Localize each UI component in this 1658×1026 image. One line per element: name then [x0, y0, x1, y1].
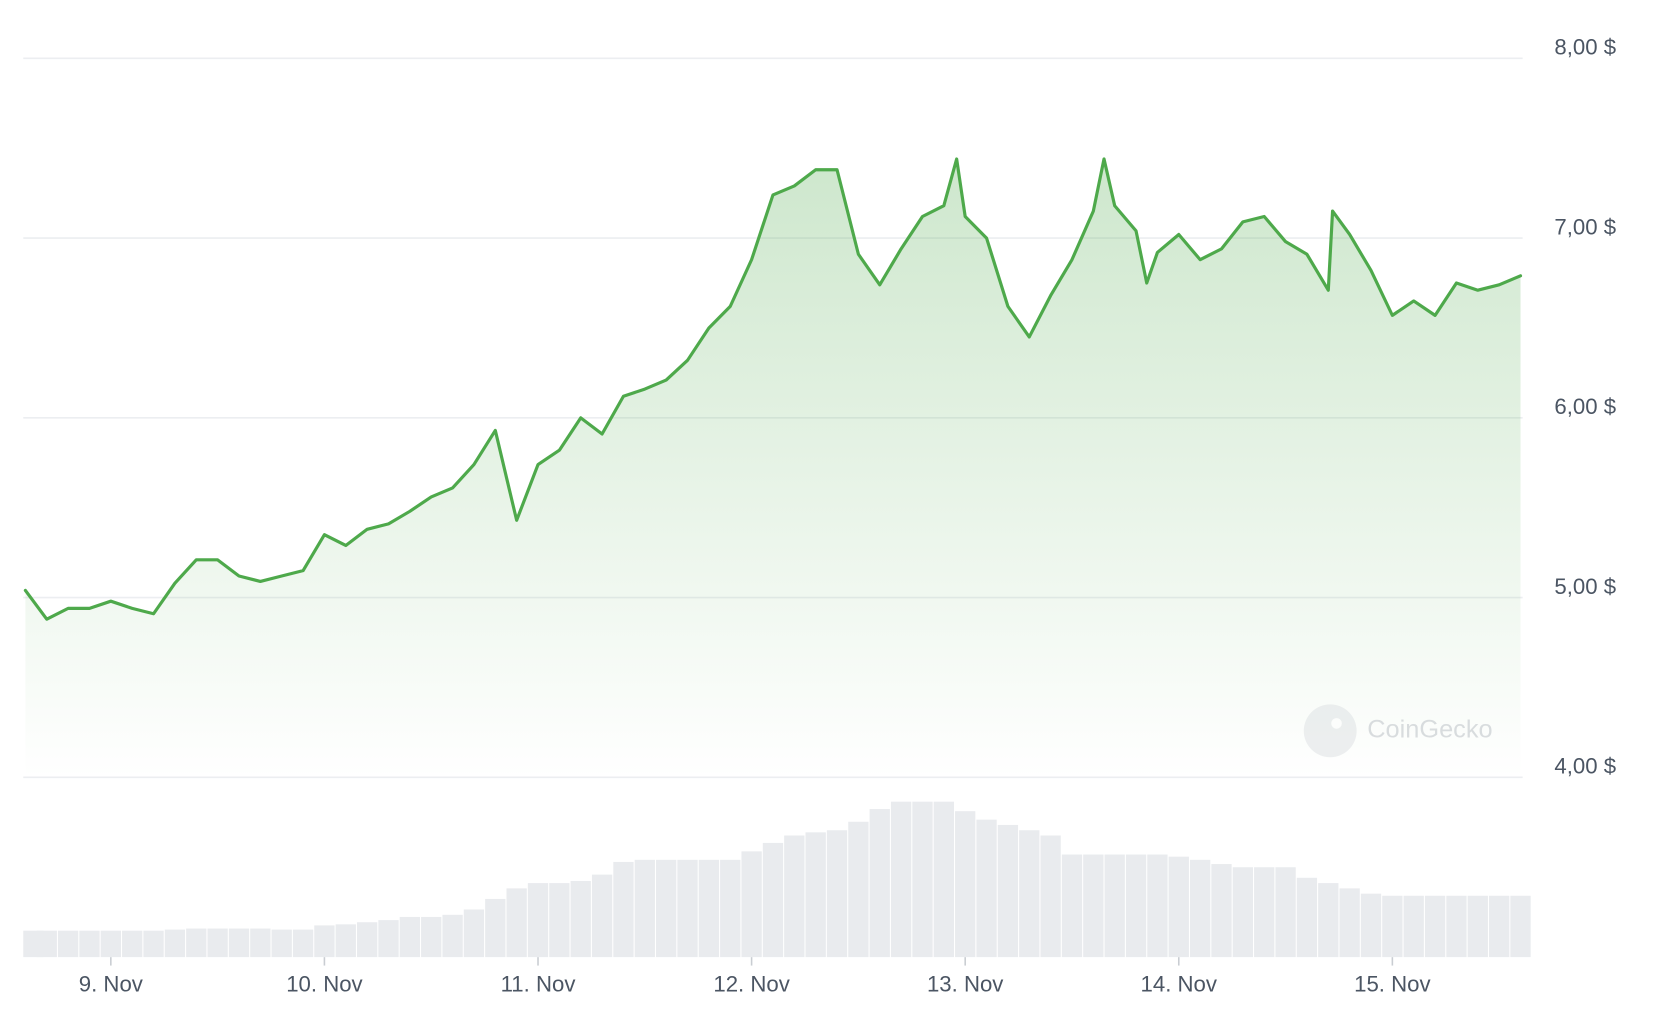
volume-bar — [1211, 864, 1232, 958]
volume-bar — [698, 859, 720, 958]
watermark: CoinGecko — [1303, 704, 1493, 758]
volume-bar — [1382, 895, 1403, 958]
volume-bar — [399, 916, 421, 958]
volume-bar — [1189, 859, 1211, 958]
volume-bar — [741, 851, 762, 958]
axis-labels: 4,00 $ 5,00 $ 6,00 $ 7,00 $ 8,00 $ 9. Nov 10. … — [79, 35, 1616, 997]
volume-bar — [613, 861, 634, 958]
volume-bar — [442, 914, 463, 958]
volume-bar — [250, 928, 271, 958]
x-tick-label: 11. Nov — [501, 972, 577, 997]
volume-bar — [1254, 867, 1275, 958]
watermark-logo — [1303, 704, 1357, 758]
volume-bar — [570, 880, 591, 958]
volume-bar — [933, 801, 954, 958]
volume-bar — [79, 930, 100, 958]
y-tick-label: 6,00 $ — [1554, 394, 1616, 419]
volume-bar — [1040, 835, 1061, 958]
volume-bar — [720, 859, 741, 958]
volume-bar — [677, 859, 698, 958]
volume-bar — [1019, 830, 1040, 958]
price-area-fill — [25, 158, 1521, 778]
volume-bar — [1489, 895, 1510, 958]
volume-bar — [997, 824, 1019, 958]
volume-bar — [463, 909, 485, 958]
volume-bar — [1232, 867, 1254, 958]
volume-bar — [1104, 854, 1125, 958]
x-tick-label: 15. Nov — [1354, 972, 1431, 997]
volume-bar — [1339, 888, 1360, 958]
volume-bar — [356, 922, 378, 958]
volume-bar — [549, 883, 570, 958]
price-line — [23, 157, 1523, 621]
y-tick-label: 7,00 $ — [1554, 214, 1616, 239]
volume-bar — [1275, 867, 1296, 958]
volume-bar — [57, 930, 79, 958]
volume-bar — [1318, 883, 1339, 958]
volume-bar — [186, 928, 207, 958]
volume-bar — [1403, 895, 1424, 958]
volume-bar — [826, 830, 848, 958]
volume-bar — [1168, 856, 1189, 958]
volume-bar — [869, 809, 890, 958]
volume-bar — [143, 930, 164, 958]
watermark-logo-eye — [1331, 718, 1342, 729]
volume-bar — [805, 832, 826, 958]
volume-bar — [527, 883, 549, 958]
volume-bar — [1083, 854, 1104, 958]
price-line-path — [23, 157, 1523, 621]
volume-bar — [890, 801, 912, 958]
volume-bar — [1510, 895, 1531, 958]
volume-bar — [292, 929, 314, 958]
volume-bar — [506, 888, 527, 958]
volume-bar — [1061, 854, 1083, 958]
x-tick-label: 10. Nov — [286, 972, 363, 997]
volume-bar — [122, 930, 143, 958]
volume-bar — [955, 811, 976, 958]
watermark-text: CoinGecko — [1367, 716, 1492, 744]
volume-bar — [335, 924, 356, 958]
x-tick-label: 14. Nov — [1141, 972, 1218, 997]
volume-bar — [762, 842, 784, 958]
volume-bar — [1446, 895, 1467, 958]
volume-bar — [485, 898, 506, 958]
x-tick-label: 12. Nov — [713, 972, 790, 997]
volume-bar — [164, 929, 186, 958]
volume-bar — [1125, 854, 1147, 958]
volume-bar — [656, 859, 677, 958]
volume-bar — [100, 930, 121, 958]
volume-bars — [23, 801, 1531, 958]
volume-bar — [848, 821, 869, 958]
volume-bar — [784, 835, 805, 958]
volume-bar — [228, 928, 250, 958]
y-tick-label: 5,00 $ — [1554, 574, 1616, 599]
volume-bar — [1424, 895, 1446, 958]
volume-bar — [1467, 895, 1488, 958]
volume-bar — [36, 930, 57, 958]
volume-bar — [314, 925, 335, 958]
volume-bar — [1147, 854, 1168, 958]
volume-bar — [976, 819, 997, 958]
price-area — [25, 158, 1521, 778]
y-tick-label: 4,00 $ — [1554, 754, 1616, 779]
volume-bar — [1360, 893, 1382, 958]
volume-bar — [378, 920, 399, 958]
volume-bar — [912, 801, 933, 958]
y-tick-label: 8,00 $ — [1554, 35, 1616, 60]
x-tick-label: 9. Nov — [79, 972, 144, 997]
volume-bar — [591, 874, 613, 958]
volume-bar — [271, 929, 292, 958]
volume-bar — [421, 916, 442, 958]
volume-bar — [207, 928, 228, 958]
volume-bar — [1296, 877, 1318, 958]
volume-bar — [634, 859, 655, 958]
x-tick-label: 13. Nov — [927, 972, 1004, 997]
